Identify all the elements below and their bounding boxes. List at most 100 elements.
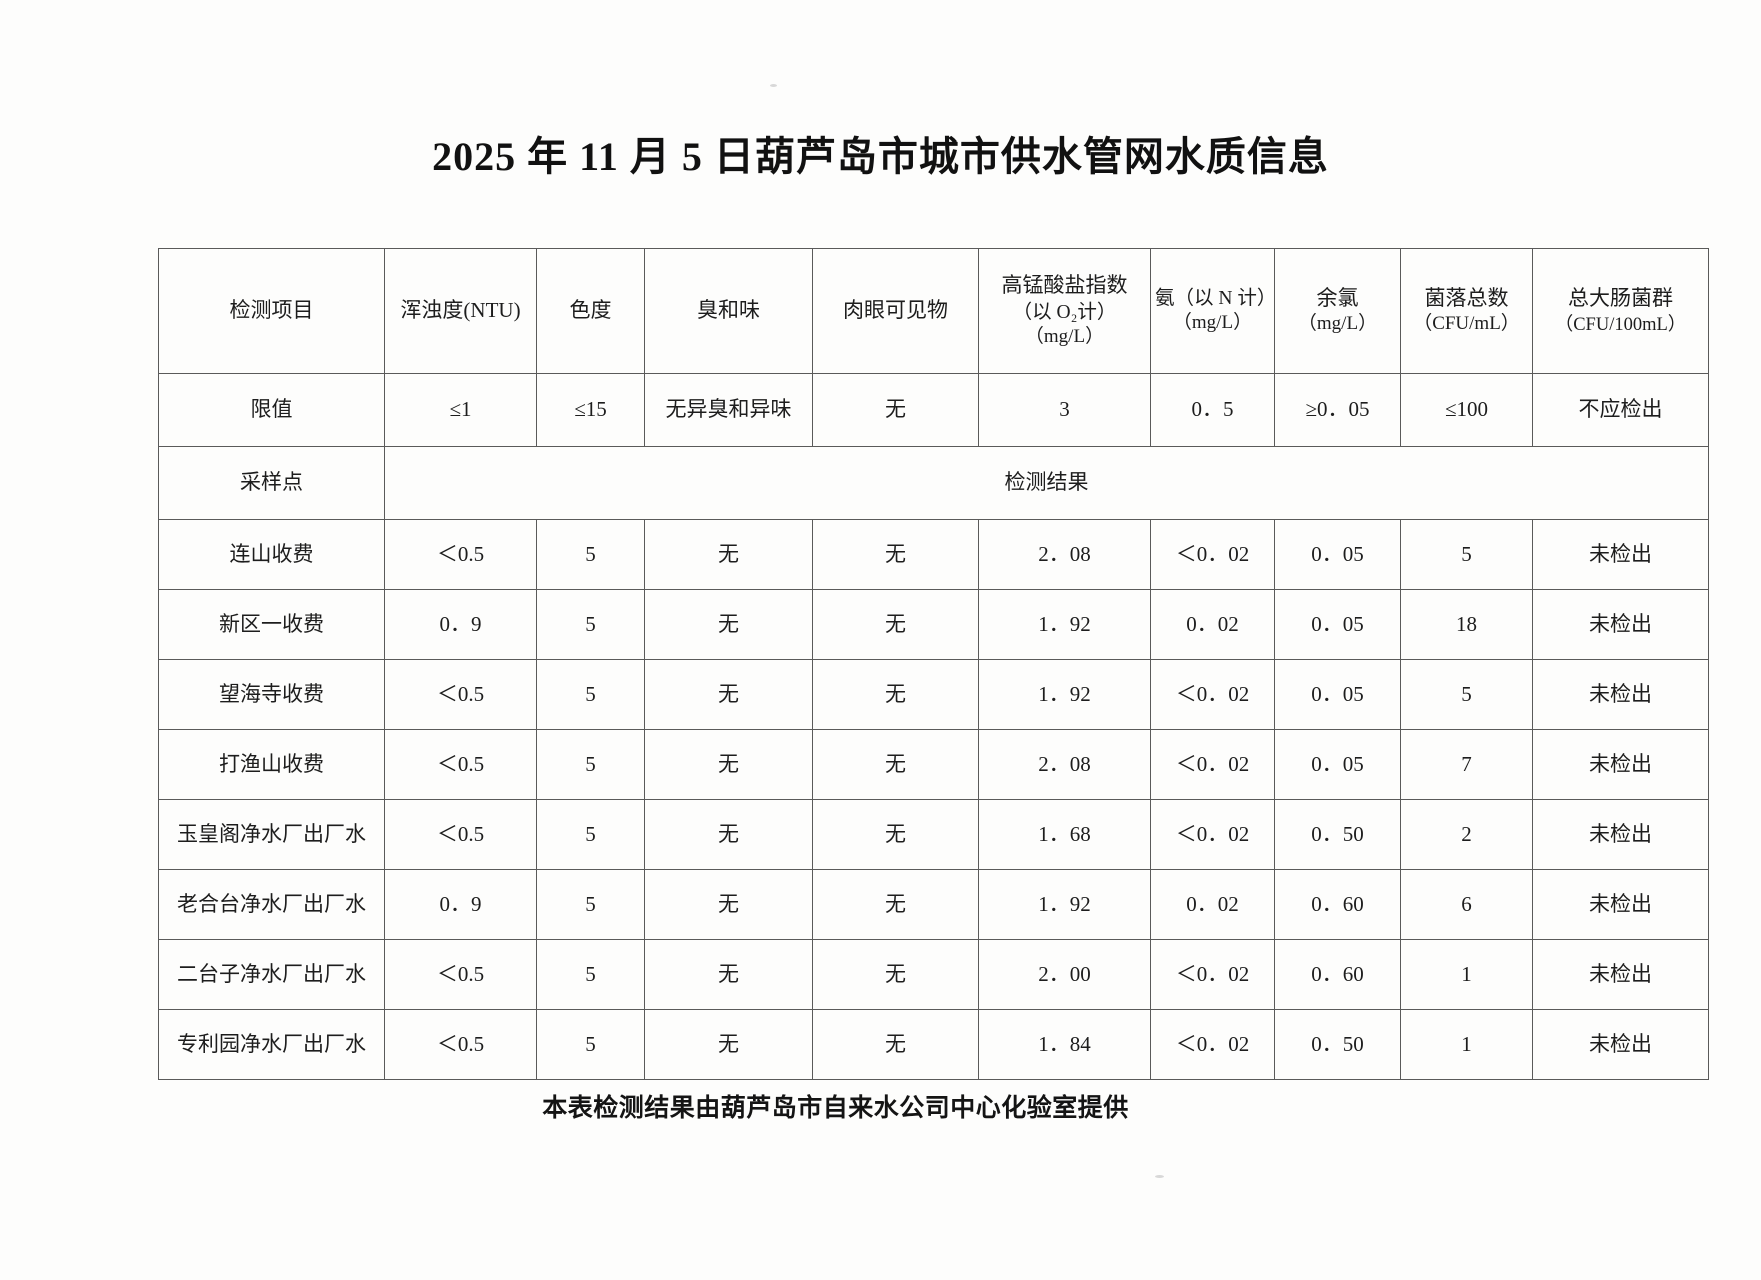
header-chlorine-line2: （mg/L） (1297, 313, 1378, 335)
cell-coliform: 未检出 (1532, 729, 1709, 800)
cell-visible-matter: 无 (812, 939, 979, 1010)
cell-visible-matter: 无 (812, 519, 979, 590)
header-permanganate-line1: 高锰酸盐指数 (1001, 273, 1128, 298)
limit-colony-count: ≤100 (1400, 373, 1533, 447)
water-quality-table: 检测项目 浑浊度(NTU) 色度 臭和味 肉眼可见物 高锰酸盐指数 （以 O₂计… (158, 248, 1709, 1080)
header-turbidity: 浑浊度(NTU) (384, 248, 537, 374)
test-result-label: 检测结果 (384, 446, 1709, 520)
table-row: 老合台净水厂出厂水 0．9 5 无 无 1．92 0．02 0．60 6 未检出 (158, 869, 1709, 940)
row-site: 连山收费 (158, 519, 385, 590)
cell-coliform: 未检出 (1532, 519, 1709, 590)
cell-visible-matter: 无 (812, 869, 979, 940)
header-ammonia-line1: 氨（以 N 计） (1155, 287, 1277, 309)
header-odor: 臭和味 (644, 248, 813, 374)
table-row: 打渔山收费 ＜0.5 5 无 无 2．08 ＜0．02 0．05 7 未检出 (158, 729, 1709, 800)
cell-odor: 无 (644, 659, 813, 730)
cell-chroma: 5 (536, 869, 645, 940)
cell-chlorine: 0．05 (1274, 519, 1401, 590)
cell-chlorine: 0．60 (1274, 939, 1401, 1010)
cell-ammonia: 0．02 (1150, 869, 1275, 940)
table-row: 专利园净水厂出厂水 ＜0.5 5 无 无 1．84 ＜0．02 0．50 1 未… (158, 1009, 1709, 1080)
limit-permanganate: 3 (978, 373, 1151, 447)
cell-coliform: 未检出 (1532, 1009, 1709, 1080)
cell-permanganate: 2．08 (978, 519, 1151, 590)
cell-chroma: 5 (536, 729, 645, 800)
cell-visible-matter: 无 (812, 589, 979, 660)
cell-permanganate: 1．92 (978, 589, 1151, 660)
table-header-row: 检测项目 浑浊度(NTU) 色度 臭和味 肉眼可见物 高锰酸盐指数 （以 O₂计… (158, 248, 1709, 374)
row-site: 新区一收费 (158, 589, 385, 660)
limit-odor: 无异臭和异味 (644, 373, 813, 447)
limit-coliform: 不应检出 (1532, 373, 1709, 447)
header-permanganate-line3: （mg/L） (1024, 325, 1105, 347)
table-row: 望海寺收费 ＜0.5 5 无 无 1．92 ＜0．02 0．05 5 未检出 (158, 659, 1709, 730)
cell-coliform: 未检出 (1532, 869, 1709, 940)
cell-permanganate: 2．00 (978, 939, 1151, 1010)
cell-permanganate: 1．92 (978, 869, 1151, 940)
footnote: 本表检测结果由葫芦岛市自来水公司中心化验室提供 (542, 1095, 1129, 1122)
table-row: 连山收费 ＜0.5 5 无 无 2．08 ＜0．02 0．05 5 未检出 (158, 519, 1709, 590)
header-residual-chlorine: 余氯 （mg/L） (1274, 248, 1401, 374)
cell-colony-count: 2 (1400, 799, 1533, 870)
cell-odor: 无 (644, 729, 813, 800)
cell-coliform: 未检出 (1532, 659, 1709, 730)
cell-chroma: 5 (536, 659, 645, 730)
row-site: 望海寺收费 (158, 659, 385, 730)
cell-permanganate: 2．08 (978, 729, 1151, 800)
scan-speck (770, 84, 777, 87)
cell-chroma: 5 (536, 589, 645, 660)
row-site: 玉皇阁净水厂出厂水 (158, 799, 385, 870)
cell-permanganate: 1．84 (978, 1009, 1151, 1080)
sampling-point-label: 采样点 (158, 446, 385, 520)
table-row: 新区一收费 0．9 5 无 无 1．92 0．02 0．05 18 未检出 (158, 589, 1709, 660)
cell-odor: 无 (644, 869, 813, 940)
cell-colony-count: 6 (1400, 869, 1533, 940)
cell-chlorine: 0．50 (1274, 1009, 1401, 1080)
row-site: 打渔山收费 (158, 729, 385, 800)
cell-turbidity: ＜0.5 (384, 659, 537, 730)
cell-turbidity: ＜0.5 (384, 519, 537, 590)
header-total-coliform: 总大肠菌群 （CFU/100mL） (1532, 248, 1709, 374)
cell-colony-count: 7 (1400, 729, 1533, 800)
limit-turbidity: ≤1 (384, 373, 537, 447)
limit-chlorine: ≥0．05 (1274, 373, 1401, 447)
header-chroma: 色度 (536, 248, 645, 374)
cell-chlorine: 0．05 (1274, 659, 1401, 730)
row-site: 专利园净水厂出厂水 (158, 1009, 385, 1080)
limit-ammonia: 0．5 (1150, 373, 1275, 447)
cell-colony-count: 18 (1400, 589, 1533, 660)
cell-colony-count: 5 (1400, 659, 1533, 730)
section-row: 采样点 检测结果 (158, 446, 1709, 520)
cell-ammonia: ＜0．02 (1150, 519, 1275, 590)
cell-turbidity: ＜0.5 (384, 729, 537, 800)
header-colony-count: 菌落总数 （CFU/mL） (1400, 248, 1533, 374)
cell-ammonia: ＜0．02 (1150, 659, 1275, 730)
cell-visible-matter: 无 (812, 659, 979, 730)
header-coliform-line2: （CFU/100mL） (1554, 314, 1687, 335)
water-quality-table-wrapper: 检测项目 浑浊度(NTU) 色度 臭和味 肉眼可见物 高锰酸盐指数 （以 O₂计… (158, 248, 1709, 1080)
cell-odor: 无 (644, 939, 813, 1010)
cell-chlorine: 0．05 (1274, 589, 1401, 660)
header-chlorine-line1: 余氯 (1316, 286, 1359, 310)
header-permanganate-index: 高锰酸盐指数 （以 O₂计） （mg/L） (978, 248, 1151, 374)
cell-coliform: 未检出 (1532, 799, 1709, 870)
cell-turbidity: 0．9 (384, 589, 537, 660)
cell-odor: 无 (644, 519, 813, 590)
cell-odor: 无 (644, 589, 813, 660)
cell-ammonia: ＜0．02 (1150, 729, 1275, 800)
cell-odor: 无 (644, 1009, 813, 1080)
cell-ammonia: ＜0．02 (1150, 939, 1275, 1010)
cell-chroma: 5 (536, 939, 645, 1010)
table-row: 玉皇阁净水厂出厂水 ＜0.5 5 无 无 1．68 ＜0．02 0．50 2 未… (158, 799, 1709, 870)
header-ammonia: 氨（以 N 计） （mg/L） (1150, 248, 1277, 374)
cell-odor: 无 (644, 799, 813, 870)
cell-visible-matter: 无 (812, 729, 979, 800)
limit-row: 限值 ≤1 ≤15 无异臭和异味 无 3 0．5 ≥0．05 ≤100 不应检出 (158, 373, 1709, 447)
page-title: 2025 年 11 月 5 日葫芦岛市城市供水管网水质信息 (432, 134, 1329, 179)
cell-turbidity: ＜0.5 (384, 799, 537, 870)
cell-permanganate: 1．92 (978, 659, 1151, 730)
cell-colony-count: 1 (1400, 1009, 1533, 1080)
cell-colony-count: 1 (1400, 939, 1533, 1010)
cell-chroma: 5 (536, 1009, 645, 1080)
